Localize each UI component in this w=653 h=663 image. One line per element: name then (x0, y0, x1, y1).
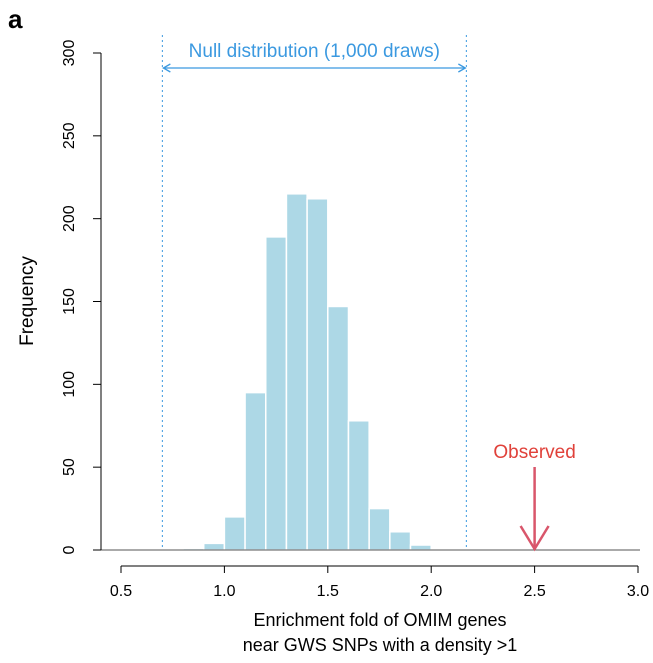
observed-label: Observed (493, 442, 575, 463)
histogram-bar (244, 391, 267, 551)
histogram-bar (368, 507, 391, 551)
annotations-group (161, 35, 550, 552)
histogram-bar (409, 544, 432, 551)
y-tick-label: 200 (61, 205, 78, 232)
x-tick-label: 1.5 (317, 583, 339, 600)
null-range-arrowhead-left (162, 63, 171, 73)
histogram-bar (202, 542, 226, 551)
histogram-bar (265, 236, 288, 551)
null-range-arrowhead-right (458, 63, 467, 73)
x-tick-label: 2.0 (420, 583, 442, 600)
axes-group: 0.5 1.0 1.5 2.0 2.5 3.0 0 50 100 150 200 250 300 (61, 40, 649, 600)
y-tick-label: 150 (61, 288, 78, 315)
y-tick-label: 250 (61, 122, 78, 149)
x-tick-label: 1.0 (213, 583, 235, 600)
histogram-bar (389, 531, 412, 551)
observed-arrowhead (519, 525, 550, 552)
x-tick-label: 3.0 (627, 583, 649, 600)
histogram-bar (285, 193, 308, 551)
y-tick-label: 0 (61, 545, 78, 554)
panel-letter: a (8, 4, 23, 34)
x-tick-label: 2.5 (523, 583, 545, 600)
histogram-bar (306, 198, 329, 551)
x-axis-label-line2: near GWS SNPs with a density >1 (243, 635, 518, 655)
y-tick-label: 100 (61, 371, 78, 398)
histogram-bar (347, 420, 370, 551)
histogram-bar (327, 305, 350, 551)
y-tick-label: 300 (61, 40, 78, 67)
null-distribution-label: Null distribution (1,000 draws) (189, 41, 440, 62)
histogram-bar (223, 516, 246, 551)
y-tick-label: 50 (61, 458, 78, 476)
x-axis-label-line1: Enrichment fold of OMIM genes (253, 610, 506, 630)
bars-group (182, 193, 432, 551)
y-axis-label: Frequency (17, 256, 38, 346)
x-tick-label: 0.5 (110, 583, 132, 600)
